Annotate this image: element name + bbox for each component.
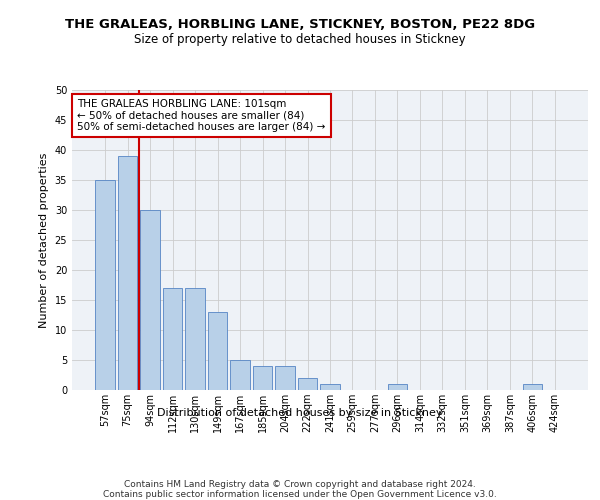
Bar (388, 384, 407, 390)
Bar (320, 384, 340, 390)
Bar (253, 366, 272, 390)
Bar (208, 312, 227, 390)
Text: THE GRALEAS HORBLING LANE: 101sqm
← 50% of detached houses are smaller (84)
50% : THE GRALEAS HORBLING LANE: 101sqm ← 50% … (77, 99, 326, 132)
Text: Size of property relative to detached houses in Stickney: Size of property relative to detached ho… (134, 32, 466, 46)
Bar (118, 156, 137, 390)
Bar (95, 180, 115, 390)
Y-axis label: Number of detached properties: Number of detached properties (39, 152, 49, 328)
Bar (140, 210, 160, 390)
Text: THE GRALEAS, HORBLING LANE, STICKNEY, BOSTON, PE22 8DG: THE GRALEAS, HORBLING LANE, STICKNEY, BO… (65, 18, 535, 30)
Text: Contains HM Land Registry data © Crown copyright and database right 2024.
Contai: Contains HM Land Registry data © Crown c… (103, 480, 497, 500)
Bar (163, 288, 182, 390)
Bar (185, 288, 205, 390)
Bar (298, 378, 317, 390)
Bar (275, 366, 295, 390)
Text: Distribution of detached houses by size in Stickney: Distribution of detached houses by size … (157, 408, 443, 418)
Bar (523, 384, 542, 390)
Bar (230, 360, 250, 390)
